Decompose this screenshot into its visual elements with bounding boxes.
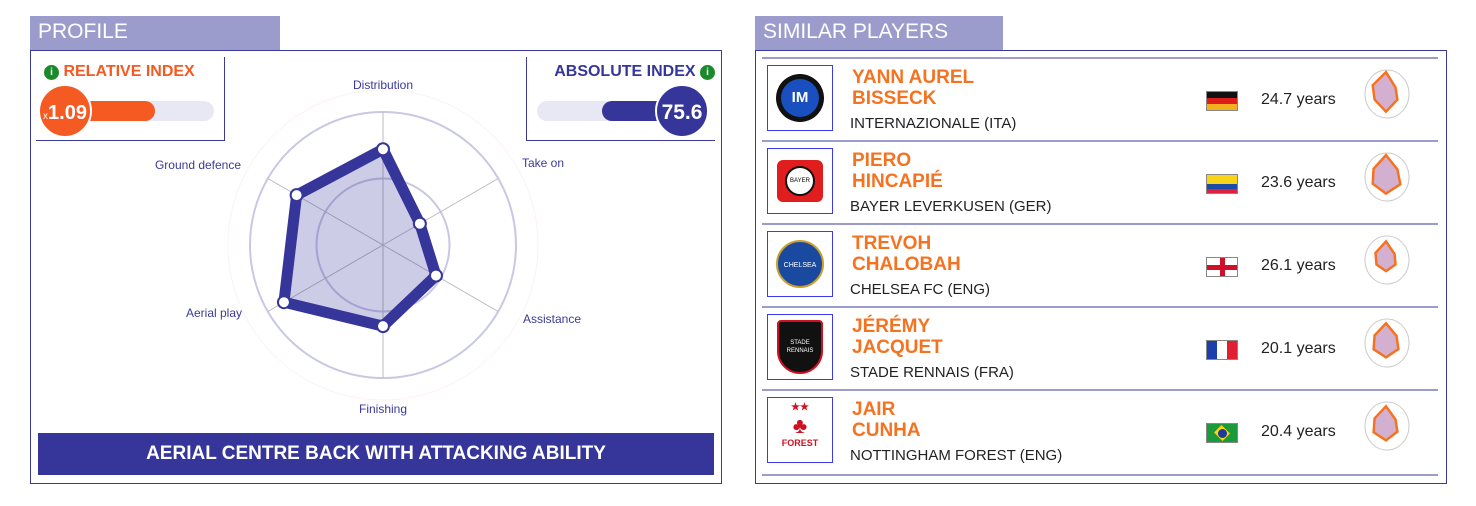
player-age: 20.1 years (1261, 340, 1336, 357)
club-logo-leverkusen: BAYER (767, 148, 833, 214)
player-age: 26.1 years (1261, 257, 1336, 274)
radar-axis-label: Distribution (352, 78, 414, 92)
flag-germany-icon (1206, 91, 1238, 111)
relative-index-badge: x1.09 (38, 84, 92, 138)
radar-spoke (267, 178, 384, 246)
radar-axis-label: Take on (521, 156, 565, 170)
radar-point (412, 216, 427, 231)
absolute-index-title: ABSOLUTE INDEX (554, 63, 696, 80)
similar-players-panel (755, 50, 1447, 484)
archetype-banner: AERIAL CENTRE BACK WITH ATTACKING ABILIT… (38, 433, 714, 475)
club-name: CHELSEA FC (ENG) (850, 281, 991, 298)
absolute-index-badge: 75.6 (655, 84, 709, 138)
radar-axis-label: Ground defence (154, 158, 242, 172)
club-name: STADE RENNAIS (FRA) (850, 364, 1014, 381)
club-name: NOTTINGHAM FOREST (ENG) (850, 447, 1063, 464)
flag-ecuador-icon (1206, 174, 1238, 194)
player-name[interactable]: PIERO HINCAPIÉ (852, 150, 943, 192)
mini-radar (1364, 401, 1410, 451)
player-name[interactable]: JÉRÉMY JACQUET (852, 316, 943, 358)
info-icon[interactable]: i (700, 65, 715, 80)
similar-player-row[interactable]: BAYER PIERO HINCAPIÉ BAYER LEVERKUSEN (GE… (762, 140, 1438, 225)
club-name: INTERNAZIONALE (ITA) (850, 115, 1017, 132)
relative-index-title: RELATIVE INDEX (63, 63, 195, 80)
club-logo-rennes: STADE RENNAIS (767, 314, 833, 380)
similar-player-row[interactable]: IM YANN AUREL BISSECK INTERNAZIONALE (ITA… (762, 57, 1438, 142)
similar-player-row[interactable]: ★★ ♣ FOREST JAIR CUNHA NOTTINGHAM FOREST (E… (762, 389, 1438, 474)
club-logo-inter: IM (767, 65, 833, 131)
info-icon[interactable]: i (44, 65, 59, 80)
radar-point (276, 295, 291, 310)
list-bottom-divider (762, 474, 1438, 476)
flag-brazil-icon (1206, 423, 1238, 443)
flag-england-icon (1206, 257, 1238, 277)
relative-index-box: i RELATIVE INDEX x1.09 (36, 57, 225, 141)
radar-chart (227, 89, 539, 401)
club-logo-forest: ★★ ♣ FOREST (767, 397, 833, 463)
player-age: 20.4 years (1261, 423, 1336, 440)
profile-panel (30, 50, 722, 484)
radar-point (289, 188, 304, 203)
radar-point (428, 268, 443, 283)
mini-radar (1364, 69, 1410, 119)
radar-axis-label: Assistance (522, 312, 582, 326)
radar-spoke (382, 178, 499, 246)
radar-point (376, 319, 390, 334)
mini-radar (1364, 152, 1410, 202)
flag-france-icon (1206, 340, 1238, 360)
similar-player-row[interactable]: STADE RENNAIS JÉRÉMY JACQUET STADE RENNAIS… (762, 306, 1438, 391)
player-name[interactable]: YANN AUREL BISSECK (852, 67, 975, 109)
similar-players-tab: SIMILAR PLAYERS (755, 16, 1003, 51)
similar-player-row[interactable]: CHELSEA TREVOH CHALOBAH CHELSEA FC (ENG) … (762, 223, 1438, 308)
mini-radar (1364, 235, 1410, 285)
radar-axis-label: Finishing (358, 402, 408, 416)
club-logo-chelsea: CHELSEA (767, 231, 833, 297)
radar-point (376, 142, 390, 157)
radar-axis-label: Aerial play (185, 306, 243, 320)
player-age: 23.6 years (1261, 174, 1336, 191)
mini-radar (1364, 318, 1410, 368)
radar-polygon (278, 143, 442, 332)
club-name: BAYER LEVERKUSEN (GER) (850, 198, 1052, 215)
profile-tab: PROFILE (30, 16, 280, 51)
player-name[interactable]: TREVOH CHALOBAH (852, 233, 961, 275)
player-name[interactable]: JAIR CUNHA (852, 399, 921, 441)
player-age: 24.7 years (1261, 91, 1336, 108)
radar-outer-ring (227, 89, 539, 401)
absolute-index-box: ABSOLUTE INDEX i 75.6 (526, 57, 715, 141)
